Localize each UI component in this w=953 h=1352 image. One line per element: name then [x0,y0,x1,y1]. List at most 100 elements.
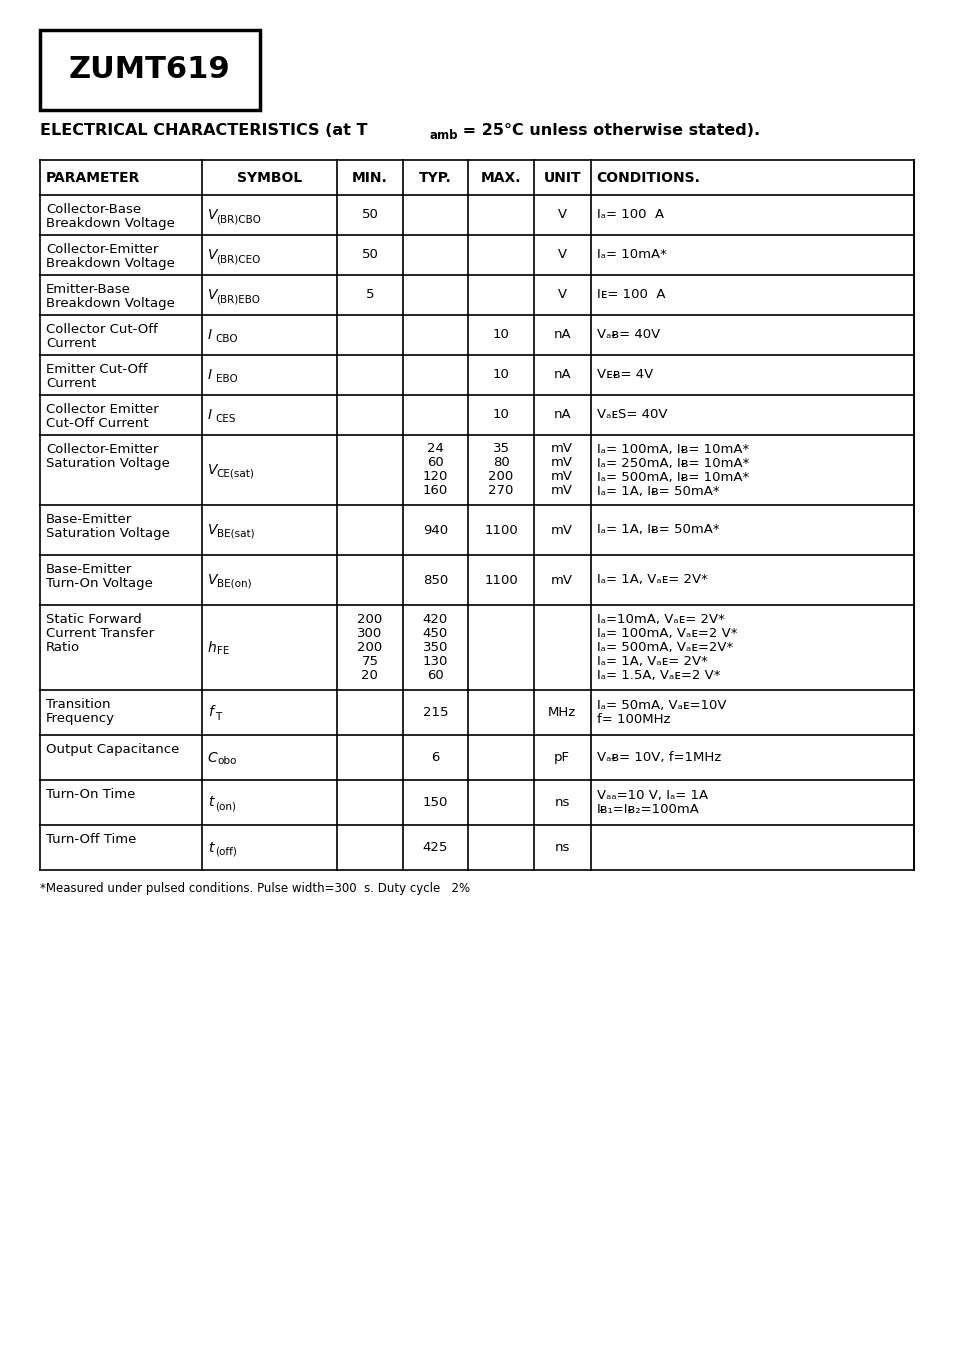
Text: 6: 6 [431,750,439,764]
Text: 24: 24 [427,442,443,456]
Text: 450: 450 [422,627,448,639]
Text: Turn-On Time: Turn-On Time [46,788,135,800]
Text: Vₐᴃ= 10V, f=1MHz: Vₐᴃ= 10V, f=1MHz [596,750,720,764]
Text: SYMBOL: SYMBOL [236,170,302,184]
Text: 160: 160 [422,484,448,498]
Text: 130: 130 [422,654,448,668]
Text: Emitter Cut-Off: Emitter Cut-Off [46,362,148,376]
Text: V: V [208,573,217,587]
Text: *Measured under pulsed conditions. Pulse width=300  s. Duty cycle   2%: *Measured under pulsed conditions. Pulse… [40,882,470,895]
Text: V: V [558,208,566,222]
Text: 350: 350 [422,641,448,654]
Text: Collector-Base: Collector-Base [46,203,141,216]
Text: VₐᴇS= 40V: VₐᴇS= 40V [596,408,666,422]
Text: mV: mV [551,442,573,456]
Text: 50: 50 [361,208,378,222]
Text: ns: ns [554,796,569,808]
Text: Current: Current [46,337,96,350]
Text: 10: 10 [492,408,509,422]
Text: Frequency: Frequency [46,713,115,725]
Text: 1100: 1100 [484,523,517,537]
Text: Iₐ= 10mA*: Iₐ= 10mA* [596,249,666,261]
Text: t: t [208,795,213,810]
Text: Iₐ= 100mA, Iᴃ= 10mA*: Iₐ= 100mA, Iᴃ= 10mA* [596,442,748,456]
Text: ZUMT619: ZUMT619 [69,55,231,84]
Text: mV: mV [551,457,573,469]
Text: Iᴃ₁=Iᴃ₂=100mA: Iᴃ₁=Iᴃ₂=100mA [596,803,699,817]
Text: 120: 120 [422,470,448,484]
Text: Ratio: Ratio [46,641,80,654]
Text: MIN.: MIN. [352,170,388,184]
Text: Saturation Voltage: Saturation Voltage [46,457,170,470]
Text: 420: 420 [422,612,448,626]
Text: 300: 300 [357,627,382,639]
Text: Iₐ= 1A, Iᴃ= 50mA*: Iₐ= 1A, Iᴃ= 50mA* [596,484,719,498]
Text: f= 100MHz: f= 100MHz [596,713,669,726]
Text: 940: 940 [422,523,448,537]
Text: Collector-Emitter: Collector-Emitter [46,243,158,256]
Text: I: I [208,329,212,342]
Text: Base-Emitter: Base-Emitter [46,562,132,576]
Text: t: t [208,841,213,854]
Text: Static Forward: Static Forward [46,612,142,626]
Text: MHz: MHz [548,706,576,719]
Text: Collector Emitter: Collector Emitter [46,403,158,416]
Text: TYP.: TYP. [418,170,452,184]
Text: BE(on): BE(on) [216,579,251,589]
Text: mV: mV [551,484,573,498]
Text: 200: 200 [357,612,382,626]
Text: V: V [208,523,217,537]
Text: V: V [208,247,217,262]
Text: ns: ns [554,841,569,854]
Text: Vₐₐ=10 V, Iₐ= 1A: Vₐₐ=10 V, Iₐ= 1A [596,790,707,802]
Text: Iₐ= 500mA, Iᴃ= 10mA*: Iₐ= 500mA, Iᴃ= 10mA* [596,470,748,484]
Text: Collector Cut-Off: Collector Cut-Off [46,323,157,337]
Text: FE: FE [216,646,229,657]
Text: T: T [214,711,221,722]
Text: (BR)CBO: (BR)CBO [215,214,260,224]
Text: C: C [208,750,217,764]
Text: Saturation Voltage: Saturation Voltage [46,527,170,539]
Text: Current: Current [46,377,96,389]
Text: 200: 200 [357,641,382,654]
Text: Output Capacitance: Output Capacitance [46,744,179,756]
Text: V: V [558,249,566,261]
Text: Iₐ= 1A, Vₐᴇ= 2V*: Iₐ= 1A, Vₐᴇ= 2V* [596,573,707,587]
Text: 50: 50 [361,249,378,261]
Text: Collector-Emitter: Collector-Emitter [46,443,158,456]
Text: Iₐ= 1.5A, Vₐᴇ=2 V*: Iₐ= 1.5A, Vₐᴇ=2 V* [596,669,720,681]
Text: Emitter-Base: Emitter-Base [46,283,131,296]
Bar [40,30,260,110]
Text: 10: 10 [492,329,509,342]
Text: Turn-Off Time: Turn-Off Time [46,833,136,846]
Text: pF: pF [554,750,570,764]
Text: (BR)CEO: (BR)CEO [215,254,260,264]
Text: 60: 60 [427,457,443,469]
Text: 35: 35 [492,442,509,456]
Text: Base-Emitter: Base-Emitter [46,512,132,526]
Text: Iᴇ= 100  A: Iᴇ= 100 A [596,288,664,301]
Text: CBO: CBO [215,334,238,343]
Text: nA: nA [553,329,571,342]
Text: V: V [208,208,217,222]
Text: V: V [208,288,217,301]
Text: (BR)EBO: (BR)EBO [215,293,259,304]
Text: 10: 10 [492,369,509,381]
Text: nA: nA [553,408,571,422]
Text: 200: 200 [488,470,513,484]
Text: ELECTRICAL CHARACTERISTICS (at T: ELECTRICAL CHARACTERISTICS (at T [40,123,367,138]
Text: 215: 215 [422,706,448,719]
Text: Iₐ= 100mA, Vₐᴇ=2 V*: Iₐ= 100mA, Vₐᴇ=2 V* [596,627,737,639]
Text: mV: mV [551,470,573,484]
Text: Cut-Off Current: Cut-Off Current [46,416,149,430]
Text: mV: mV [551,523,573,537]
Text: Iₐ= 500mA, Vₐᴇ=2V*: Iₐ= 500mA, Vₐᴇ=2V* [596,641,732,654]
Text: CONDITIONS.: CONDITIONS. [596,170,700,184]
Text: 425: 425 [422,841,448,854]
Text: Iₐ= 50mA, Vₐᴇ=10V: Iₐ= 50mA, Vₐᴇ=10V [596,699,725,713]
Text: Transition: Transition [46,698,111,711]
Text: = 25°C unless otherwise stated).: = 25°C unless otherwise stated). [456,123,760,138]
Text: Vₐᴃ= 40V: Vₐᴃ= 40V [596,329,659,342]
Text: 5: 5 [365,288,374,301]
Text: 1100: 1100 [484,573,517,587]
